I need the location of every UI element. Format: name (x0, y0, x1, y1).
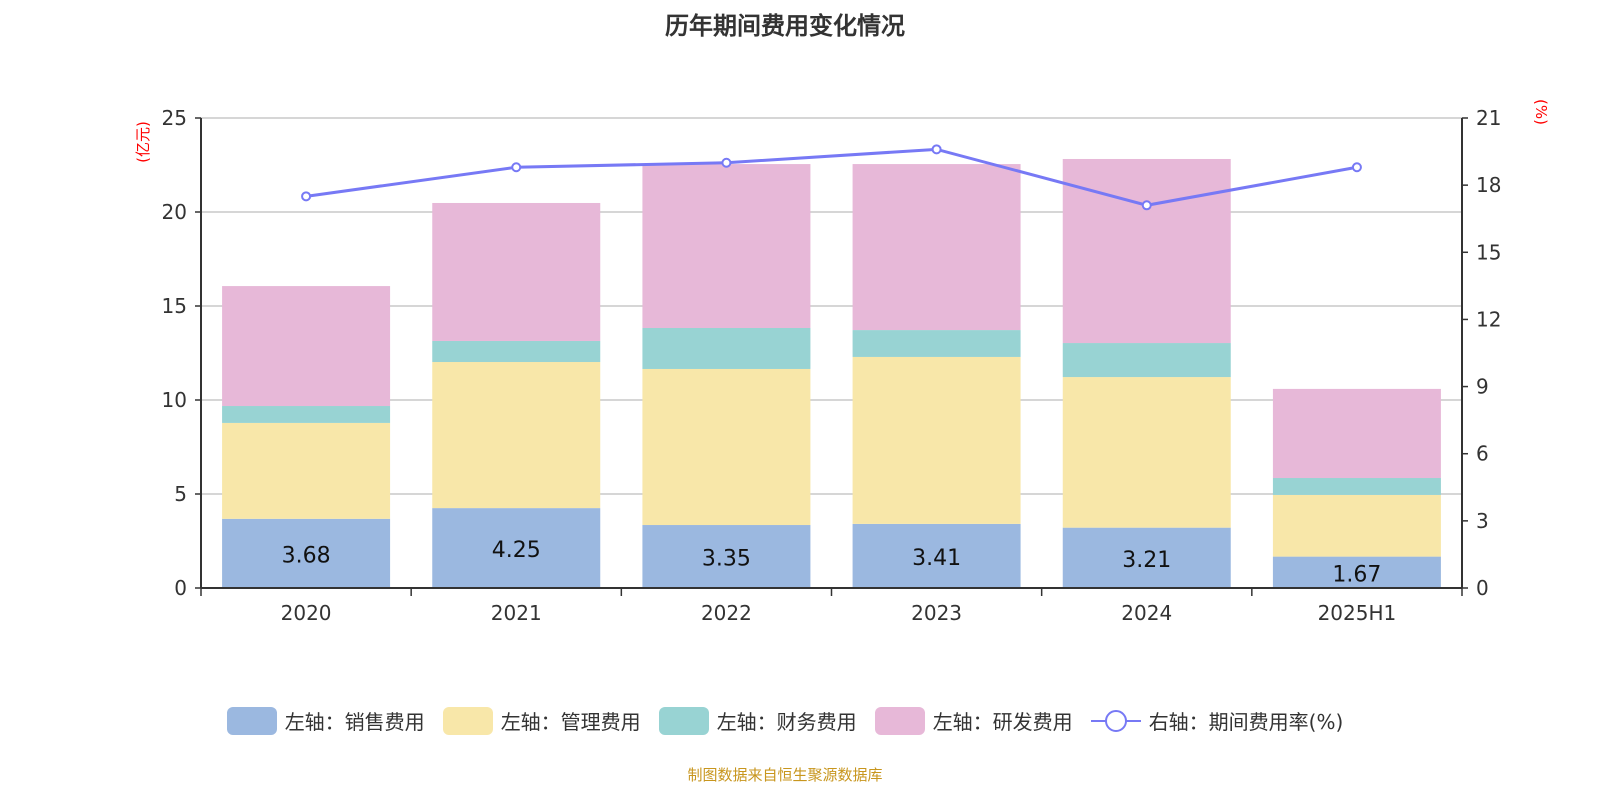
right-tick-label: 21 (1476, 106, 1501, 130)
left-tick-label: 25 (162, 106, 187, 130)
right-tick-label: 9 (1476, 375, 1489, 399)
legend-label: 左轴：管理费用 (500, 710, 641, 734)
rate-point (1141, 200, 1152, 211)
chart-title: 历年期间费用变化情况 (665, 12, 905, 40)
left-tick-label: 5 (174, 482, 187, 506)
bar-segment (432, 362, 601, 509)
right-tick-label: 15 (1476, 240, 1501, 264)
bar-segment (852, 356, 1021, 524)
bar-data-label: 3.21 (1122, 548, 1171, 573)
bar-segment (432, 202, 601, 341)
bar-segment (642, 368, 811, 526)
bar-data-label: 3.68 (282, 543, 331, 568)
bar-segment (432, 508, 601, 588)
x-tick-label: 2021 (491, 601, 542, 625)
legend: 左轴：销售费用 左轴：管理费用 左轴：财务费用 左轴：研发费用 右轴：期间费用率(%) (0, 706, 1570, 735)
rate-point (511, 162, 522, 173)
rate-point (301, 191, 312, 202)
bar-data-label: 3.35 (702, 547, 751, 572)
bar-segment (642, 327, 811, 369)
bar-data-label: 4.25 (492, 538, 541, 563)
left-axis-label: (亿元) (134, 121, 152, 163)
bar-segment (432, 340, 601, 363)
bar-segment (852, 330, 1021, 357)
x-tick-label: 2025H1 (1318, 601, 1397, 625)
rate-point (721, 157, 732, 168)
x-tick-label: 2020 (281, 601, 332, 625)
bar-segment (222, 422, 391, 519)
bar-segment (1062, 158, 1231, 344)
bar-data-label: 3.41 (912, 546, 961, 571)
bar-segment (1062, 377, 1231, 528)
right-tick-label: 6 (1476, 442, 1489, 466)
bar-segment (642, 525, 811, 588)
rate-point (1351, 162, 1362, 173)
bar-segment (1272, 388, 1441, 479)
bar-segment (642, 164, 811, 328)
bar-segment (1062, 527, 1231, 588)
right-tick-label: 18 (1476, 173, 1501, 197)
x-tick-label: 2023 (911, 601, 962, 625)
source-note: 制图数据来自恒生聚源数据库 (687, 766, 883, 784)
legend-swatch (226, 706, 277, 735)
legend-label: 右轴：期间费用率(%) (1148, 710, 1344, 734)
legend-label: 左轴：财务费用 (716, 710, 857, 734)
bar-segment (1062, 343, 1231, 378)
bar-segment (1272, 478, 1441, 495)
bar-segment (1272, 556, 1441, 588)
x-tick-label: 2022 (701, 601, 752, 625)
legend-item[interactable]: 右轴：期间费用率(%) (1090, 706, 1344, 735)
rate-point (931, 144, 942, 155)
legend-item[interactable]: 左轴：财务费用 (658, 706, 857, 735)
right-tick-label: 3 (1476, 509, 1489, 533)
legend-line-marker-icon (1090, 709, 1141, 732)
right-axis-label: (%) (1532, 99, 1550, 125)
legend-item[interactable]: 左轴：管理费用 (442, 706, 641, 735)
legend-swatch (874, 706, 925, 735)
left-tick-label: 10 (162, 388, 187, 412)
bar-segment (222, 406, 391, 423)
legend-item[interactable]: 左轴：研发费用 (874, 706, 1073, 735)
x-tick-label: 2024 (1121, 601, 1172, 625)
left-tick-label: 0 (174, 576, 187, 600)
right-tick-label: 12 (1476, 307, 1501, 331)
left-tick-label: 20 (162, 200, 187, 224)
bar-segment (222, 286, 391, 407)
rate-line (305, 147, 1358, 207)
legend-label: 左轴：销售费用 (284, 710, 425, 734)
left-tick-label: 15 (162, 294, 187, 318)
legend-swatch (658, 706, 709, 735)
legend-label: 左轴：研发费用 (932, 710, 1073, 734)
bar-segment (852, 164, 1021, 331)
bar-data-label: 1.67 (1332, 562, 1381, 587)
bar-segment (222, 518, 391, 588)
bar-segment (852, 523, 1021, 588)
right-tick-label: 0 (1476, 576, 1489, 600)
bar-segment (1272, 494, 1441, 557)
legend-swatch (442, 706, 493, 735)
legend-item[interactable]: 左轴：销售费用 (226, 706, 425, 735)
